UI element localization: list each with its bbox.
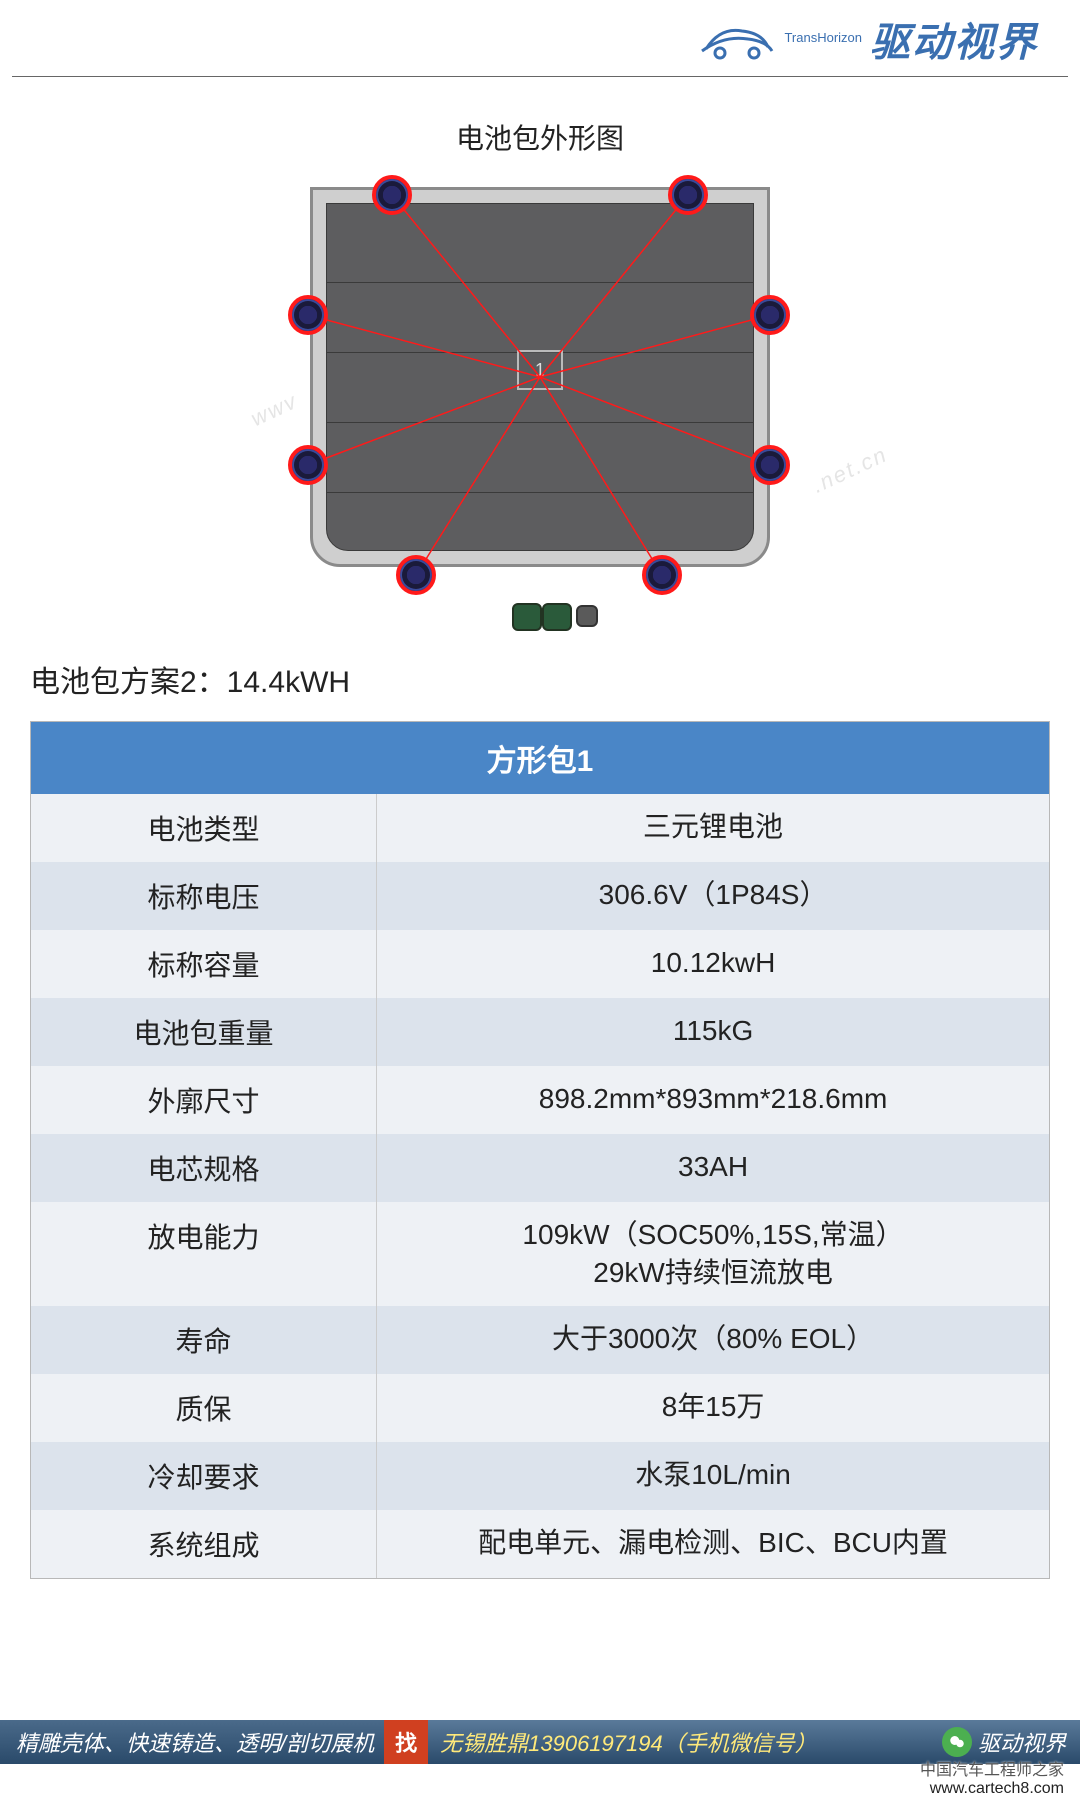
brand-logo: TransHorizon 驱动视界 — [700, 10, 1038, 68]
spec-label: 标称电压 — [31, 862, 377, 930]
watermark: wwv — [247, 388, 302, 432]
footer-find-badge: 找 — [384, 1720, 428, 1764]
mount-point — [750, 295, 790, 335]
spec-table-header: 方形包1 — [31, 722, 1049, 794]
wechat-icon — [942, 1727, 972, 1757]
watermark: .net.cn — [808, 441, 892, 498]
spec-value: 898.2mm*893mm*218.6mm — [377, 1066, 1049, 1134]
mount-point — [288, 445, 328, 485]
spec-label: 标称容量 — [31, 930, 377, 998]
table-row: 冷却要求水泵10L/min — [31, 1442, 1049, 1510]
spec-value: 306.6V（1P84S） — [377, 862, 1049, 930]
footer-contact: 无锡胜鼎13906197194（手机微信号） — [428, 1720, 936, 1764]
car-icon — [700, 17, 774, 61]
spec-value: 配电单元、漏电检测、BIC、BCU内置 — [377, 1510, 1049, 1578]
spec-value: 109kW（SOC50%,15S,常温）29kW持续恒流放电 — [377, 1202, 1049, 1306]
spec-value: 水泵10L/min — [377, 1442, 1049, 1510]
spec-label: 电池包重量 — [31, 998, 377, 1066]
table-row: 寿命大于3000次（80% EOL） — [31, 1306, 1049, 1374]
spec-label: 质保 — [31, 1374, 377, 1442]
connector — [542, 603, 572, 631]
brand-sub: TransHorizon — [784, 30, 862, 45]
table-row: 标称电压306.6V（1P84S） — [31, 862, 1049, 930]
spec-label: 冷却要求 — [31, 1442, 377, 1510]
site-credit-cn: 中国汽车工程师之家 — [920, 1756, 1064, 1780]
battery-diagram: 1 wwv .net.cn — [0, 167, 1080, 607]
spec-value: 8年15万 — [377, 1374, 1049, 1442]
spec-label: 电池类型 — [31, 794, 377, 862]
footer-left-text: 精雕壳体、快速铸造、透明/剖切展机 — [0, 1720, 384, 1764]
diagram-title: 电池包外形图 — [0, 117, 1080, 157]
mount-point — [396, 555, 436, 595]
table-row: 电芯规格33AH — [31, 1134, 1049, 1202]
spec-label: 寿命 — [31, 1306, 377, 1374]
table-row: 质保8年15万 — [31, 1374, 1049, 1442]
mount-point — [288, 295, 328, 335]
spec-value: 大于3000次（80% EOL） — [377, 1306, 1049, 1374]
connector — [512, 603, 542, 631]
footer-wechat-text: 驱动视界 — [978, 1726, 1066, 1758]
spec-label: 系统组成 — [31, 1510, 377, 1578]
spec-label: 电芯规格 — [31, 1134, 377, 1202]
center-label: 1 — [517, 350, 563, 390]
spec-label: 外廓尺寸 — [31, 1066, 377, 1134]
page-header: TransHorizon 驱动视界 — [12, 0, 1068, 77]
spec-value: 10.12kwH — [377, 930, 1049, 998]
mount-point — [750, 445, 790, 485]
spec-value: 三元锂电池 — [377, 794, 1049, 862]
footer-bar: 精雕壳体、快速铸造、透明/剖切展机 找 无锡胜鼎13906197194（手机微信… — [0, 1720, 1080, 1764]
table-row: 系统组成配电单元、漏电检测、BIC、BCU内置 — [31, 1510, 1049, 1578]
table-row: 标称容量10.12kwH — [31, 930, 1049, 998]
mount-point — [668, 175, 708, 215]
mount-point — [372, 175, 412, 215]
connector-small — [576, 605, 598, 627]
spec-value: 115kG — [377, 998, 1049, 1066]
site-credit: 中国汽车工程师之家 www.cartech8.com — [920, 1756, 1064, 1798]
brand-title: 驱动视界 — [870, 10, 1038, 68]
table-row: 电池类型三元锂电池 — [31, 794, 1049, 862]
table-row: 放电能力109kW（SOC50%,15S,常温）29kW持续恒流放电 — [31, 1202, 1049, 1306]
battery-inner-panel: 1 — [326, 203, 754, 551]
spec-value: 33AH — [377, 1134, 1049, 1202]
table-row: 外廓尺寸898.2mm*893mm*218.6mm — [31, 1066, 1049, 1134]
mount-point — [642, 555, 682, 595]
spec-table: 方形包1 电池类型三元锂电池标称电压306.6V（1P84S）标称容量10.12… — [30, 721, 1050, 1579]
section-title: 电池包方案2：14.4kWH — [30, 657, 1050, 701]
site-credit-url: www.cartech8.com — [920, 1780, 1064, 1798]
table-row: 电池包重量115kG — [31, 998, 1049, 1066]
spec-label: 放电能力 — [31, 1202, 377, 1306]
